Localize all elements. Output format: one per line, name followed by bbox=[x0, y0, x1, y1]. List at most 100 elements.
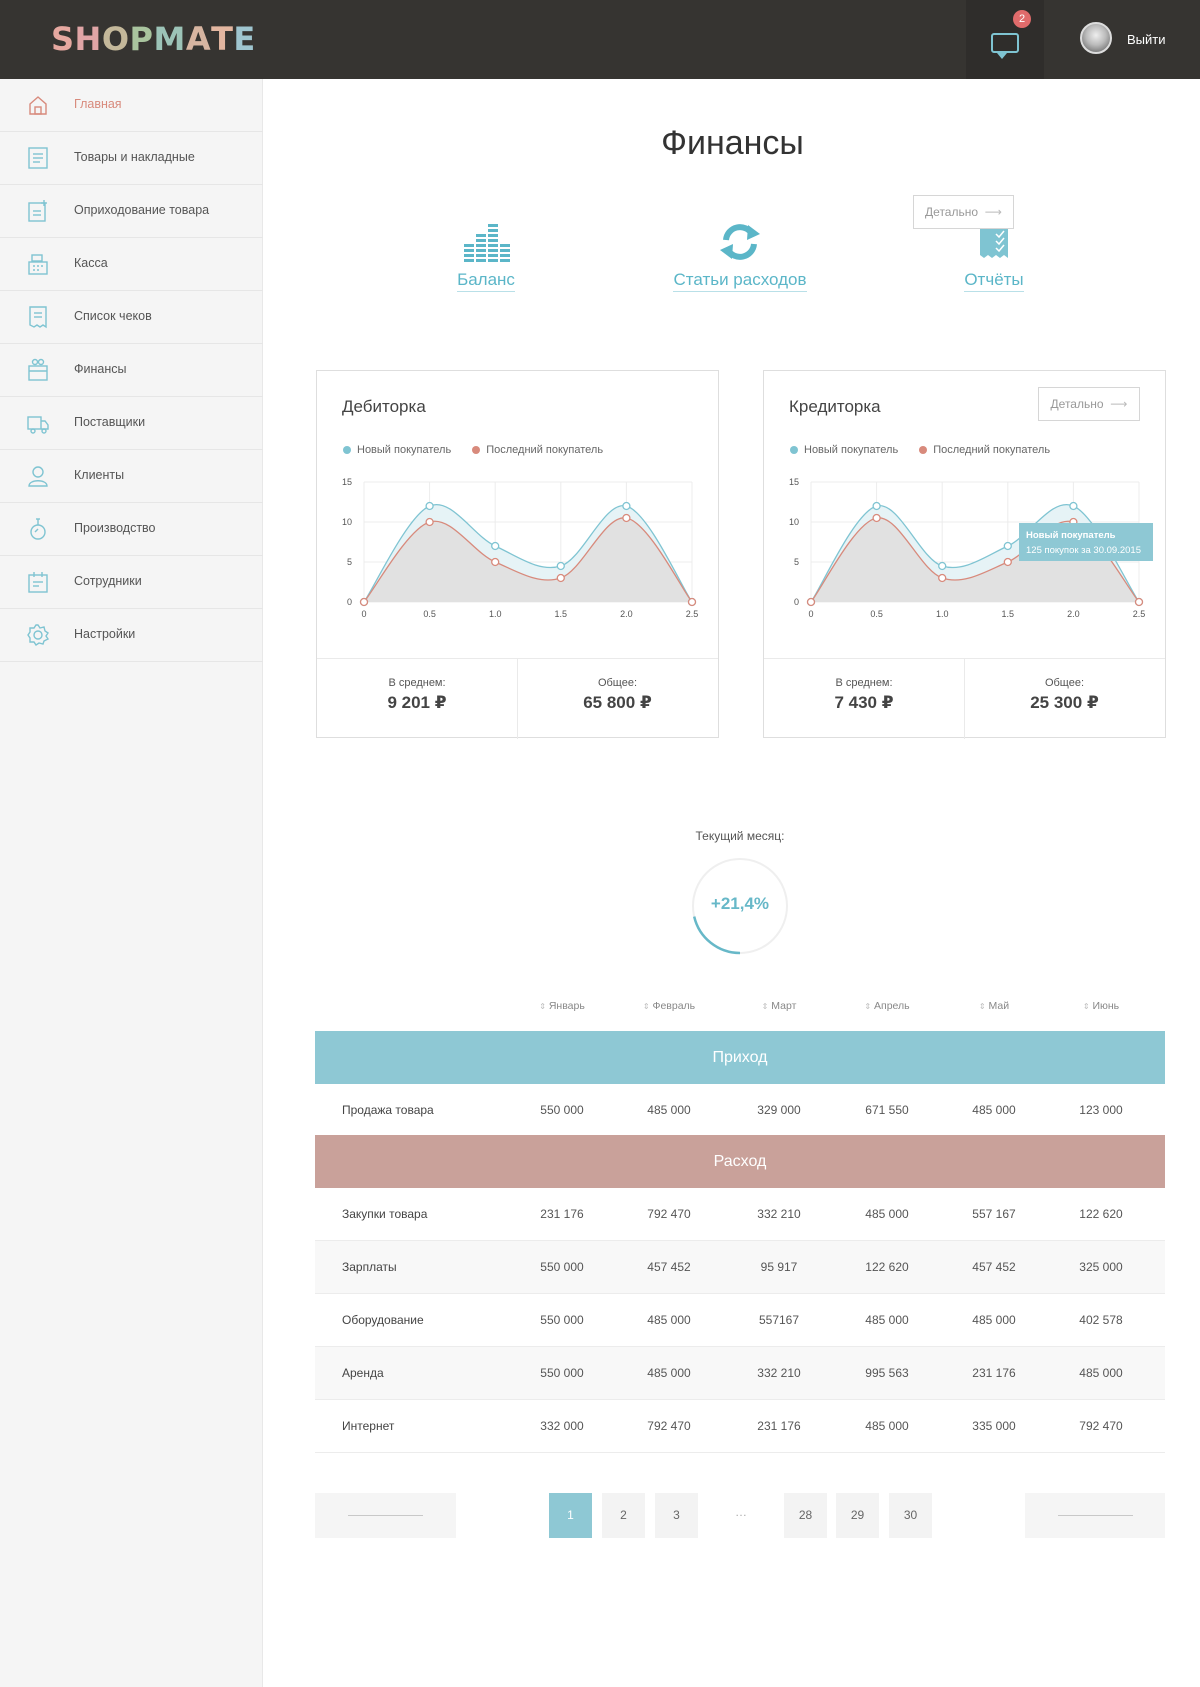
sidebar-item-11[interactable]: Настройки bbox=[0, 609, 263, 662]
data-point bbox=[687, 597, 697, 607]
next-page-button[interactable] bbox=[1025, 1493, 1165, 1538]
detail-label: Детально bbox=[925, 205, 979, 219]
arrow-left-icon bbox=[348, 1515, 423, 1516]
y-tick-label: 15 bbox=[342, 477, 352, 487]
chat-icon bbox=[991, 33, 1019, 59]
legend-item[interactable]: Последний покупатель bbox=[919, 444, 1050, 456]
sidebar-item-5[interactable]: Список чеков bbox=[0, 291, 263, 344]
truck-icon bbox=[27, 416, 49, 434]
sidebar-item-2[interactable]: Товары и накладные bbox=[0, 132, 263, 185]
reports-link[interactable]: Отчёты bbox=[934, 222, 1054, 292]
table-cell: 457 452 bbox=[647, 1260, 691, 1274]
table-cell: 671 550 bbox=[865, 1103, 909, 1117]
table-cell: 402 578 bbox=[1079, 1313, 1123, 1327]
table-row[interactable]: Интернет 332 000 792 470 231 176 485 000 335 … bbox=[315, 1400, 1165, 1453]
balance-link-label[interactable]: Баланс bbox=[457, 270, 515, 292]
legend-item[interactable]: Последний покупатель bbox=[472, 444, 603, 456]
column-header[interactable]: ⇕ Февраль bbox=[615, 1000, 723, 1012]
add-document-icon bbox=[28, 200, 47, 222]
sidebar-item-label: Товары и накладные bbox=[74, 150, 195, 164]
sidebar-item-3[interactable]: Оприходование товара bbox=[0, 185, 263, 238]
table-cell: 122 620 bbox=[1079, 1207, 1123, 1221]
table-cell: 325 000 bbox=[1079, 1260, 1123, 1274]
column-header[interactable]: ⇕ Май bbox=[940, 1000, 1048, 1012]
table-cell: 792 470 bbox=[647, 1207, 691, 1221]
y-tick-label: 15 bbox=[789, 477, 799, 487]
page-button-3[interactable]: 3 bbox=[655, 1493, 698, 1538]
messages-button[interactable]: 2 bbox=[966, 0, 1044, 79]
page-button-30[interactable]: 30 bbox=[889, 1493, 932, 1538]
table-row[interactable]: Закупки товара 231 176 792 470 332 210 485 0… bbox=[315, 1188, 1165, 1241]
table-row[interactable]: Аренда 550 000 485 000 332 210 995 563 231 17… bbox=[315, 1347, 1165, 1400]
sidebar-item-10[interactable]: Сотрудники bbox=[0, 556, 263, 609]
sidebar-item-label: Финансы bbox=[74, 362, 127, 376]
table-cell: 332 210 bbox=[757, 1366, 801, 1380]
expense-section-header: Расход bbox=[315, 1135, 1165, 1188]
current-month-label: Текущий месяц: bbox=[695, 829, 785, 843]
table-row[interactable]: Продажа товара 550 000 485 000 329 000 671 5… bbox=[315, 1084, 1165, 1137]
column-header-label: Апрель bbox=[874, 1000, 910, 1012]
top-bar: SHOPMATE 2 Выйти bbox=[0, 0, 1200, 79]
table-cell: 95 917 bbox=[760, 1260, 798, 1274]
legend-item[interactable]: Новый покупатель bbox=[790, 444, 898, 456]
series-line bbox=[363, 517, 693, 603]
page-button-29[interactable]: 29 bbox=[836, 1493, 879, 1538]
data-point bbox=[622, 501, 631, 511]
sidebar-item-4[interactable]: Касса bbox=[0, 238, 263, 291]
balance-link[interactable]: Баланс bbox=[426, 222, 546, 292]
table-cell: 485 000 bbox=[972, 1103, 1016, 1117]
sidebar-item-9[interactable]: Производство bbox=[0, 503, 263, 556]
sidebar-item-label: Сотрудники bbox=[74, 574, 142, 588]
table-cell: 332 000 bbox=[540, 1419, 584, 1433]
tooltip-text: 125 покупок за 30.09.2015 bbox=[1026, 545, 1141, 556]
sidebar-item-8[interactable]: Клиенты bbox=[0, 450, 263, 503]
column-header-label: Март bbox=[771, 1000, 797, 1012]
table-row[interactable]: Зарплаты 550 000 457 452 95 917 122 620 457 4… bbox=[315, 1241, 1165, 1294]
row-label: Оборудование bbox=[342, 1313, 424, 1327]
data-point bbox=[491, 557, 500, 567]
sidebar-item-1[interactable]: Главная bbox=[0, 79, 263, 132]
reports-detail-button[interactable]: Детально ⟶ bbox=[913, 195, 1014, 229]
sidebar-item-6[interactable]: Финансы bbox=[0, 344, 263, 397]
column-header[interactable]: ⇕ Июнь bbox=[1047, 1000, 1155, 1012]
chart-tooltip: Новый покупатель 125 покупок за 30.09.20… bbox=[1019, 523, 1153, 561]
x-tick-label: 2.5 bbox=[686, 609, 699, 619]
sidebar-item-7[interactable]: Поставщики bbox=[0, 397, 263, 450]
total-value: 65 800 ₽ bbox=[583, 693, 652, 712]
y-tick-label: 5 bbox=[794, 557, 799, 567]
table-cell: 122 620 bbox=[865, 1260, 909, 1274]
avatar[interactable] bbox=[1080, 22, 1112, 54]
reports-link-label[interactable]: Отчёты bbox=[964, 270, 1024, 292]
payables-detail-button[interactable]: Детально ⟶ bbox=[1038, 387, 1140, 421]
shopmate-logo[interactable]: SHOPMATE bbox=[51, 20, 256, 58]
home-icon bbox=[29, 96, 47, 115]
table-cell: 231 176 bbox=[540, 1207, 584, 1221]
tooltip-title: Новый покупатель bbox=[1026, 530, 1116, 541]
page-button-1[interactable]: 1 bbox=[549, 1493, 592, 1538]
column-header[interactable]: ⇕ Апрель bbox=[833, 1000, 941, 1012]
table-row[interactable]: Оборудование 550 000 485 000 557167 485 000 4… bbox=[315, 1294, 1165, 1347]
column-header[interactable]: ⇕ Январь bbox=[508, 1000, 616, 1012]
y-tick-label: 0 bbox=[794, 597, 799, 607]
x-tick-label: 0 bbox=[361, 609, 366, 619]
column-header[interactable]: ⇕ Март bbox=[725, 1000, 833, 1012]
expenses-link-label[interactable]: Статьи расходов bbox=[673, 270, 807, 292]
prev-page-button[interactable] bbox=[315, 1493, 456, 1538]
data-point bbox=[872, 513, 881, 523]
legend-item[interactable]: Новый покупатель bbox=[343, 444, 451, 456]
logo-letter: S bbox=[51, 20, 75, 58]
expenses-link[interactable]: Статьи расходов bbox=[660, 222, 820, 292]
page-button-28[interactable]: 28 bbox=[784, 1493, 827, 1538]
data-point bbox=[556, 573, 565, 583]
page-button-2[interactable]: 2 bbox=[602, 1493, 645, 1538]
table-cell: 485 000 bbox=[865, 1419, 909, 1433]
table-cell: 995 563 bbox=[865, 1366, 909, 1380]
average-value: 9 201 ₽ bbox=[387, 693, 447, 712]
pagination-ellipsis: … bbox=[735, 1505, 747, 1519]
card-title: Дебиторка bbox=[342, 397, 426, 416]
legend-label: Новый покупатель bbox=[357, 444, 452, 456]
logout-button[interactable]: Выйти bbox=[1127, 32, 1166, 47]
legend-dot bbox=[472, 446, 481, 455]
receivables-card: Дебиторка Новый покупатель Последний пок… bbox=[316, 370, 719, 739]
column-header-label: Февраль bbox=[652, 1000, 696, 1012]
